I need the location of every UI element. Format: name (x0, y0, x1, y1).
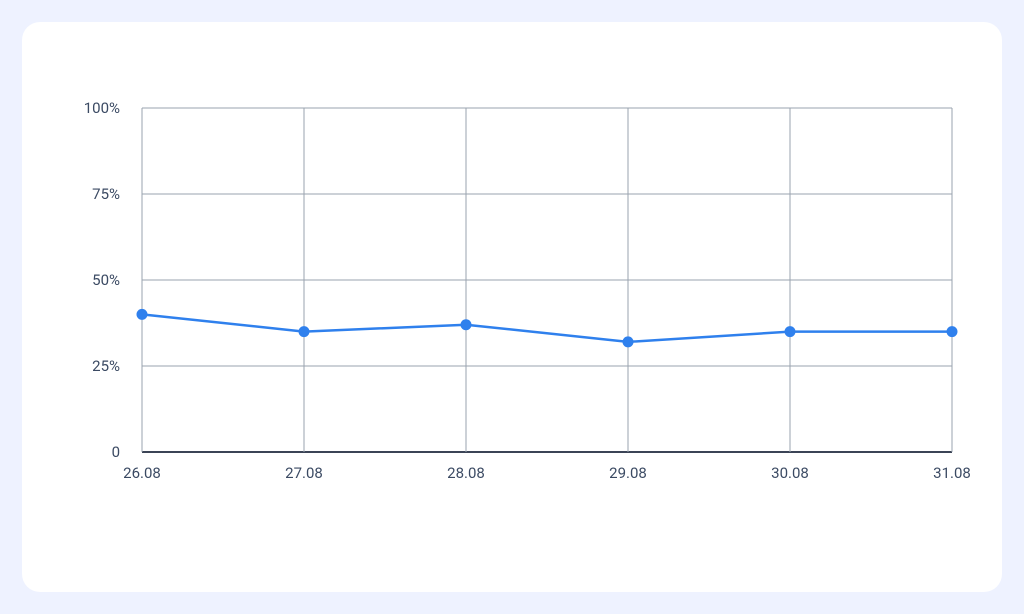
data-point (137, 309, 148, 320)
y-tick-label: 50% (92, 271, 120, 289)
data-point (785, 326, 796, 337)
y-tick-label: 0 (112, 443, 120, 461)
data-point (299, 326, 310, 337)
chart-svg: 0 25% 50% 75% 100% 26.08 27.08 28.08 29.08 30.08 3… (22, 22, 1002, 592)
data-point (623, 336, 634, 347)
x-tick-label: 30.08 (771, 464, 809, 482)
x-tick-label: 27.08 (285, 464, 323, 482)
x-tick-label: 28.08 (447, 464, 485, 482)
line-chart: 0 25% 50% 75% 100% 26.08 27.08 28.08 29.08 30.08 3… (22, 22, 1002, 592)
y-tick-label: 100% (84, 99, 120, 117)
x-tick-label: 31.08 (933, 464, 971, 482)
x-tick-label: 29.08 (609, 464, 647, 482)
x-tick-label: 26.08 (123, 464, 161, 482)
data-point (947, 326, 958, 337)
chart-card: 0 25% 50% 75% 100% 26.08 27.08 28.08 29.08 30.08 3… (22, 22, 1002, 592)
y-tick-label: 25% (92, 357, 120, 375)
series-line (142, 314, 952, 342)
y-tick-label: 75% (92, 185, 120, 203)
data-point (461, 319, 472, 330)
